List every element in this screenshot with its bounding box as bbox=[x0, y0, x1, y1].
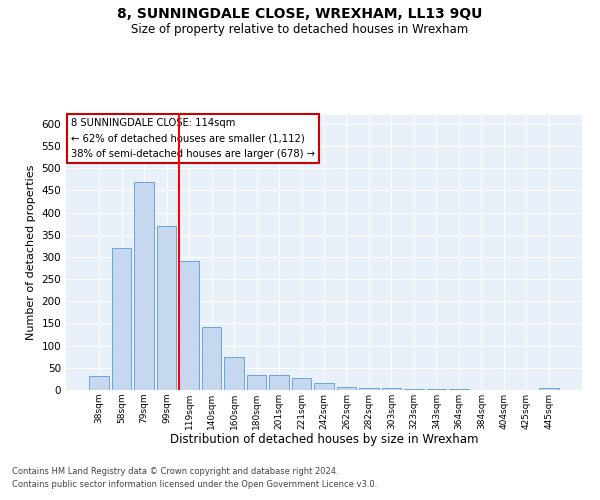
Bar bbox=[449, 389, 469, 390]
Bar bbox=[89, 376, 109, 390]
Bar bbox=[157, 226, 176, 390]
Bar bbox=[314, 383, 334, 390]
Bar bbox=[382, 388, 401, 390]
Bar bbox=[337, 387, 356, 390]
Bar bbox=[269, 376, 289, 390]
Y-axis label: Number of detached properties: Number of detached properties bbox=[26, 165, 36, 340]
Bar bbox=[539, 388, 559, 390]
Text: Contains public sector information licensed under the Open Government Licence v3: Contains public sector information licen… bbox=[12, 480, 377, 489]
Bar bbox=[292, 378, 311, 390]
Bar bbox=[404, 389, 424, 390]
Bar bbox=[134, 182, 154, 390]
Text: Contains HM Land Registry data © Crown copyright and database right 2024.: Contains HM Land Registry data © Crown c… bbox=[12, 468, 338, 476]
Text: 8, SUNNINGDALE CLOSE, WREXHAM, LL13 9QU: 8, SUNNINGDALE CLOSE, WREXHAM, LL13 9QU bbox=[118, 8, 482, 22]
Bar bbox=[224, 356, 244, 390]
Bar bbox=[202, 326, 221, 390]
Text: Distribution of detached houses by size in Wrexham: Distribution of detached houses by size … bbox=[170, 432, 478, 446]
Bar bbox=[247, 376, 266, 390]
Bar bbox=[359, 388, 379, 390]
Text: 8 SUNNINGDALE CLOSE: 114sqm
← 62% of detached houses are smaller (1,112)
38% of : 8 SUNNINGDALE CLOSE: 114sqm ← 62% of det… bbox=[71, 118, 315, 159]
Bar bbox=[179, 262, 199, 390]
Bar bbox=[427, 389, 446, 390]
Bar bbox=[112, 248, 131, 390]
Text: Size of property relative to detached houses in Wrexham: Size of property relative to detached ho… bbox=[131, 22, 469, 36]
